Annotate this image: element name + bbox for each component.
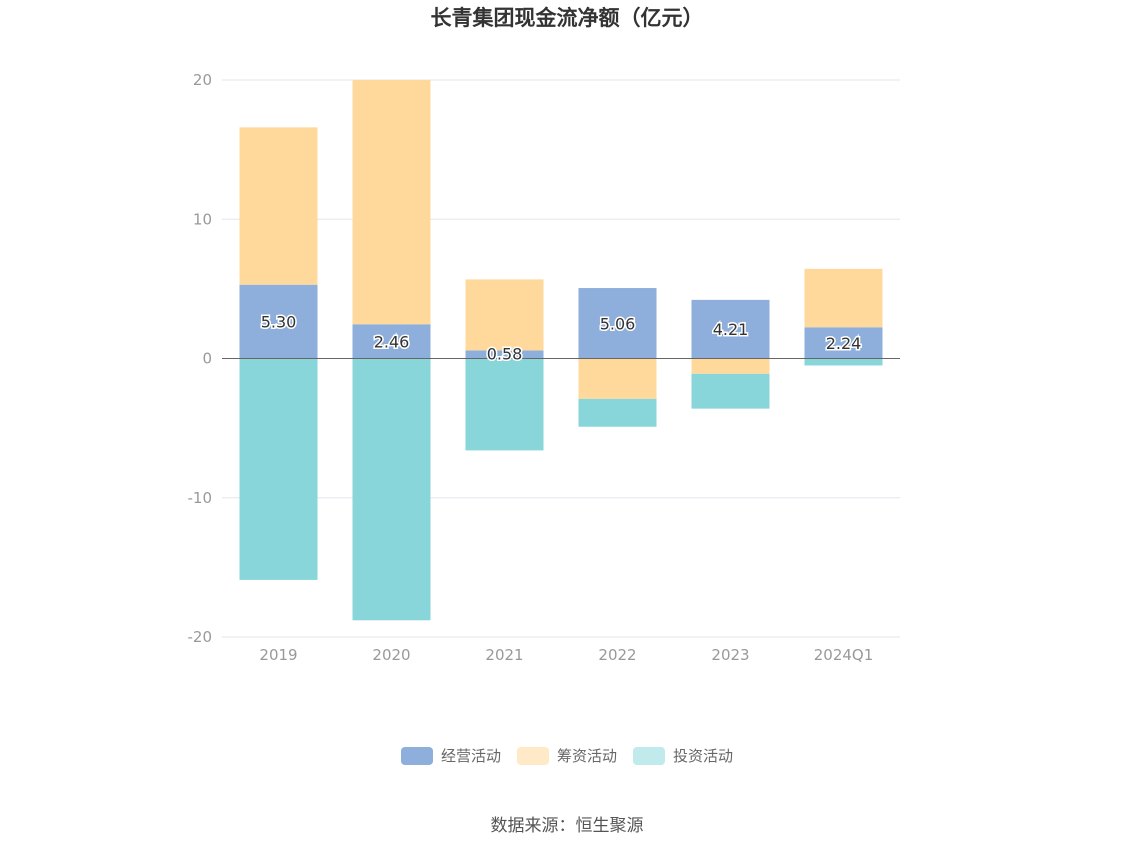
- x-tick-label-2020: 2020: [372, 646, 410, 664]
- data-label-2020: 2.46: [374, 332, 410, 351]
- y-tick-label-20: 20: [193, 71, 212, 89]
- legend-item-financing[interactable]: 筹资活动: [516, 745, 617, 766]
- y-tick-label-0: 0: [202, 350, 212, 368]
- bar-2019-series-1: [239, 127, 318, 285]
- x-tick-label-2019: 2019: [259, 646, 297, 664]
- legend: 经营活动 筹资活动 投资活动: [0, 745, 1134, 766]
- y-tick-label--20: -20: [188, 628, 213, 646]
- legend-swatch-operating: [400, 746, 433, 765]
- legend-item-investing[interactable]: 投资活动: [633, 745, 733, 766]
- bar-2019-series-0: [239, 284, 318, 359]
- data-label-2022: 5.06: [600, 314, 636, 333]
- bar-2021-series-0: [465, 350, 544, 359]
- bar-2022-series-1: [578, 358, 657, 399]
- legend-label-investing: 投资活动: [673, 747, 734, 765]
- bar-2023-series-1: [691, 358, 770, 374]
- bar-2021-series-1: [465, 279, 544, 351]
- bar-2022-series-0: [578, 288, 657, 359]
- legend-swatch-financing: [516, 746, 549, 765]
- bar-2024Q1-series-2: [804, 358, 883, 366]
- legend-label-financing: 筹资活动: [556, 747, 617, 765]
- data-label-2019: 5.30: [261, 313, 297, 332]
- bar-2019-series-2: [239, 358, 318, 580]
- bar-2022-series-2: [578, 398, 657, 427]
- legend-label-operating: 经营活动: [440, 747, 501, 765]
- x-tick-label-2021: 2021: [485, 646, 523, 664]
- bar-2023-series-0: [691, 299, 770, 359]
- y-tick-label--10: -10: [188, 489, 213, 507]
- bar-2021-series-2: [465, 358, 544, 451]
- data-label-2023: 4.21: [713, 320, 749, 339]
- legend-item-operating[interactable]: 经营活动: [400, 745, 501, 766]
- data-source: 数据来源：恒生聚源: [490, 816, 644, 836]
- bar-2024Q1-series-1: [804, 268, 883, 328]
- bar-2020-series-0: [352, 324, 431, 359]
- x-tick-label-2022: 2022: [598, 646, 636, 664]
- data-label-2021: 0.58: [487, 345, 523, 364]
- legend-swatch-investing: [633, 746, 665, 765]
- bar-2024Q1-series-0: [804, 327, 883, 359]
- bar-2020-series-1: [352, 80, 431, 325]
- x-tick-label-2023: 2023: [711, 646, 749, 664]
- data-label-2024Q1: 2.24: [826, 334, 862, 353]
- y-tick-label-10: 10: [193, 210, 212, 228]
- bar-2020-series-2: [352, 358, 431, 621]
- x-tick-label-2024Q1: 2024Q1: [814, 646, 874, 664]
- bar-2023-series-2: [691, 373, 770, 409]
- chart-title: 长青集团现金流净额（亿元）: [430, 6, 704, 30]
